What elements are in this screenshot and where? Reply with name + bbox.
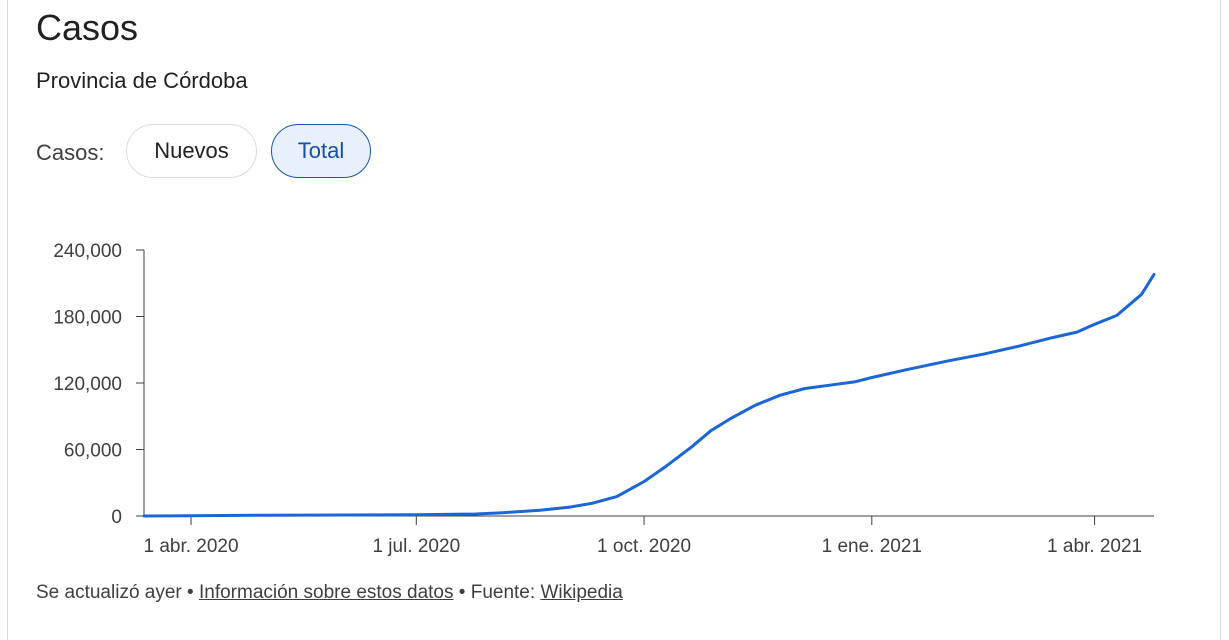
cases-toggle-label: Casos: — [36, 140, 105, 165]
series-line-total-cases — [142, 272, 1156, 518]
source-label: Fuente: — [470, 582, 536, 603]
cases-line-chart: 0 60,000 120,000 180,000 240,000 1 abr. 2020 1… — [53, 241, 1156, 557]
footer: Se actualizó ayer • Información sobre es… — [36, 580, 623, 606]
x-tick-label: 1 ene. 2021 — [822, 536, 922, 557]
chart-card — [7, 0, 1221, 640]
footer-separator: • — [458, 582, 466, 603]
y-tick-label: 240,000 — [53, 241, 122, 262]
x-tick-label: 1 oct. 2020 — [597, 536, 691, 557]
data-info-link[interactable]: Información sobre estos datos — [198, 582, 454, 603]
x-tick-label: 1 jul. 2020 — [372, 536, 460, 557]
x-tick-label: 1 abr. 2020 — [143, 536, 238, 557]
region-subtitle: Provincia de Córdoba — [36, 68, 248, 93]
x-tick-label: 1 abr. 2021 — [1047, 536, 1142, 557]
y-tick-label: 120,000 — [53, 374, 122, 395]
y-tick-label: 0 — [111, 507, 122, 528]
y-tick-label: 60,000 — [64, 441, 122, 462]
nuevos-button[interactable]: Nuevos — [126, 124, 257, 178]
y-tick-label: 180,000 — [53, 308, 122, 329]
updated-text: Se actualizó ayer — [36, 582, 182, 603]
wikipedia-link[interactable]: Wikipedia — [540, 582, 623, 603]
footer-separator: • — [187, 582, 194, 603]
total-button[interactable]: Total — [271, 124, 371, 178]
page-title: Casos — [36, 7, 139, 48]
